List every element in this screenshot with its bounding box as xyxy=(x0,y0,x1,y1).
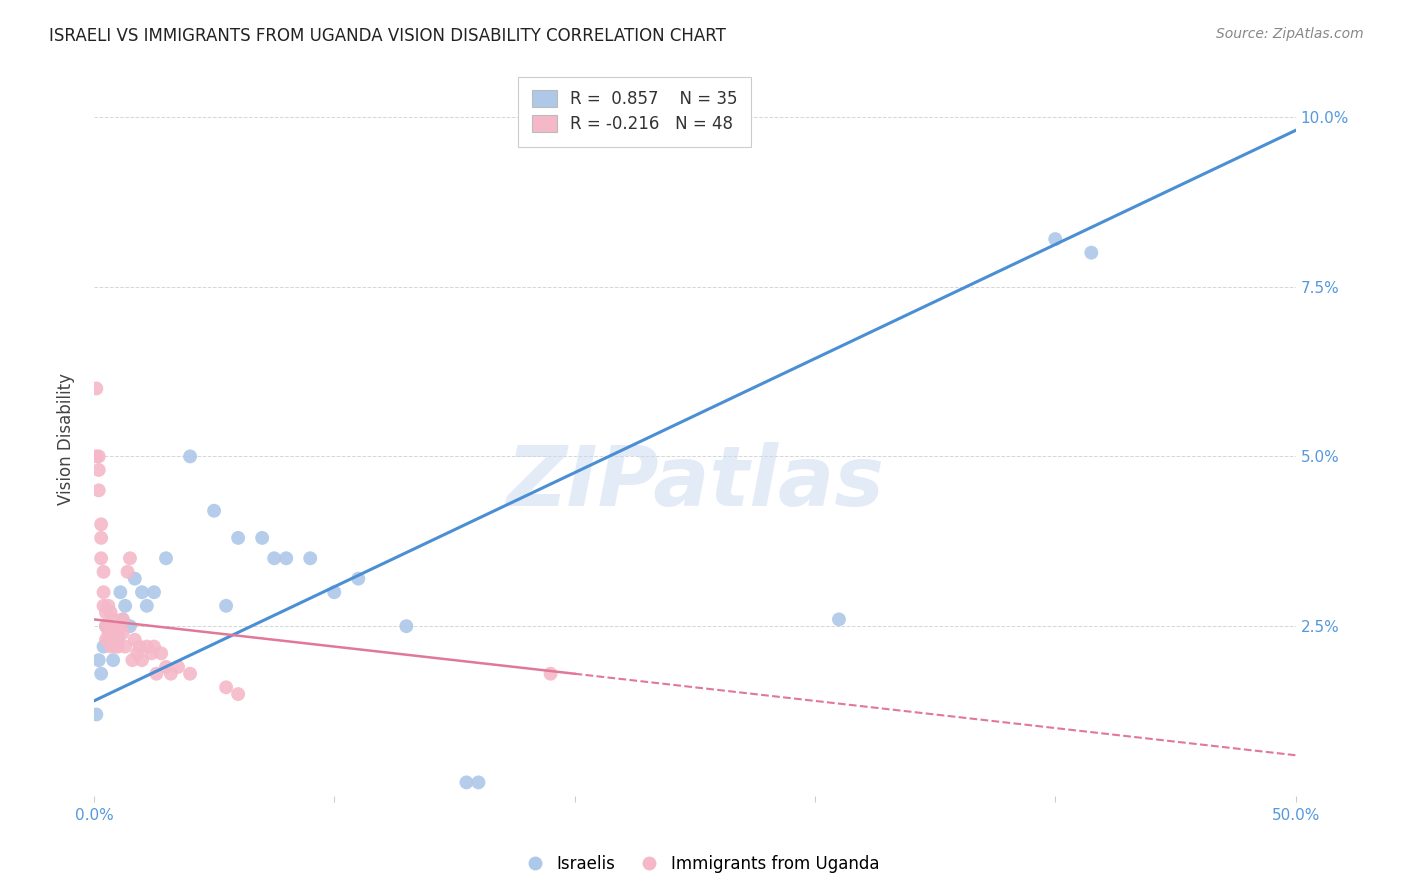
Point xyxy=(97,626,120,640)
Point xyxy=(135,599,157,613)
Point xyxy=(94,606,117,620)
Point xyxy=(101,626,124,640)
Point xyxy=(90,531,112,545)
Text: ISRAELI VS IMMIGRANTS FROM UGANDA VISION DISABILITY CORRELATION CHART: ISRAELI VS IMMIGRANTS FROM UGANDA VISION… xyxy=(49,27,725,45)
Point xyxy=(90,517,112,532)
Point xyxy=(100,619,122,633)
Y-axis label: Vision Disability: Vision Disability xyxy=(58,374,75,506)
Point xyxy=(100,640,122,654)
Point xyxy=(93,565,115,579)
Legend: Israelis, Immigrants from Uganda: Israelis, Immigrants from Uganda xyxy=(520,848,886,880)
Point xyxy=(124,632,146,647)
Point xyxy=(114,640,136,654)
Point xyxy=(93,599,115,613)
Point xyxy=(104,626,127,640)
Point xyxy=(828,612,851,626)
Point xyxy=(107,632,129,647)
Point xyxy=(110,585,132,599)
Point xyxy=(86,450,108,464)
Point xyxy=(456,775,478,789)
Point xyxy=(94,619,117,633)
Point xyxy=(395,619,418,633)
Point xyxy=(104,632,127,647)
Point xyxy=(131,585,153,599)
Point xyxy=(145,666,167,681)
Point xyxy=(131,653,153,667)
Point xyxy=(97,599,120,613)
Point xyxy=(121,653,143,667)
Point xyxy=(94,619,117,633)
Point xyxy=(90,551,112,566)
Point xyxy=(299,551,322,566)
Point xyxy=(87,483,110,498)
Point xyxy=(127,646,149,660)
Point xyxy=(107,640,129,654)
Point xyxy=(87,450,110,464)
Point xyxy=(143,585,166,599)
Point xyxy=(323,585,346,599)
Point xyxy=(100,606,122,620)
Point xyxy=(90,666,112,681)
Point xyxy=(250,531,273,545)
Point xyxy=(540,666,562,681)
Point xyxy=(215,681,238,695)
Point xyxy=(86,707,108,722)
Text: ZIPatlas: ZIPatlas xyxy=(506,442,884,523)
Point xyxy=(104,640,127,654)
Point xyxy=(110,619,132,633)
Point xyxy=(179,450,201,464)
Point xyxy=(347,572,370,586)
Point xyxy=(202,504,225,518)
Point xyxy=(117,565,139,579)
Point xyxy=(167,660,190,674)
Legend: R =  0.857    N = 35, R = -0.216   N = 48: R = 0.857 N = 35, R = -0.216 N = 48 xyxy=(519,77,751,146)
Point xyxy=(86,382,108,396)
Point xyxy=(111,612,134,626)
Point xyxy=(128,640,150,654)
Point xyxy=(111,612,134,626)
Point xyxy=(135,640,157,654)
Point xyxy=(1080,245,1102,260)
Point xyxy=(143,640,166,654)
Point xyxy=(179,666,201,681)
Point xyxy=(94,632,117,647)
Point xyxy=(111,626,134,640)
Point xyxy=(276,551,298,566)
Point xyxy=(155,551,177,566)
Point xyxy=(118,551,141,566)
Point xyxy=(107,626,129,640)
Point xyxy=(215,599,238,613)
Point xyxy=(97,632,120,647)
Point xyxy=(93,585,115,599)
Point xyxy=(100,619,122,633)
Text: Source: ZipAtlas.com: Source: ZipAtlas.com xyxy=(1216,27,1364,41)
Point xyxy=(141,646,163,660)
Point xyxy=(150,646,173,660)
Point xyxy=(1045,232,1067,246)
Point xyxy=(226,687,249,701)
Point xyxy=(118,619,141,633)
Point xyxy=(467,775,489,789)
Point xyxy=(87,653,110,667)
Point xyxy=(101,612,124,626)
Point xyxy=(124,572,146,586)
Point xyxy=(155,660,177,674)
Point xyxy=(226,531,249,545)
Point xyxy=(263,551,285,566)
Point xyxy=(101,653,124,667)
Point xyxy=(114,599,136,613)
Point xyxy=(87,463,110,477)
Point xyxy=(93,640,115,654)
Point xyxy=(160,666,183,681)
